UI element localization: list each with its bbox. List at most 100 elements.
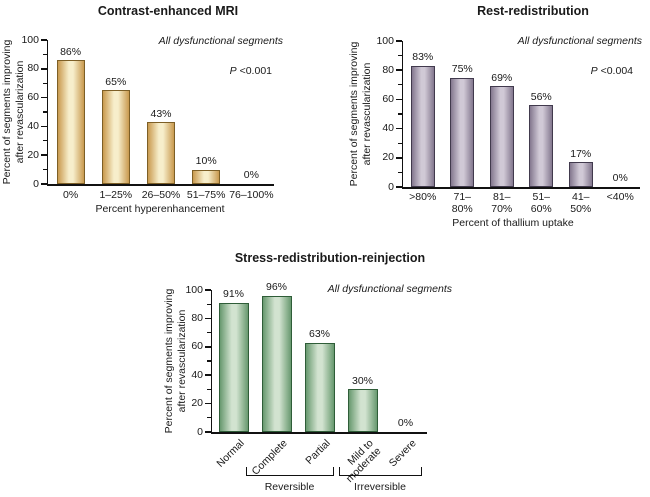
x-axis-line <box>46 184 274 186</box>
p-value: P <0.001 <box>142 65 272 77</box>
y-tick-label: 60 <box>382 92 394 105</box>
y-tick <box>396 157 402 159</box>
y-tick <box>396 127 402 130</box>
y-tick-label: 0 <box>388 180 394 193</box>
bar-value-label: 17% <box>570 147 592 160</box>
y-axis-label-line: Percent of segments improving <box>163 288 175 434</box>
y-axis-label-line: after revascularization <box>176 309 188 413</box>
bar <box>489 86 514 187</box>
x-category-label: 1–25% <box>99 189 133 201</box>
y-tick-label: 60 <box>191 340 203 353</box>
bar-value-label: 56% <box>530 90 552 103</box>
group-bracket <box>245 467 334 476</box>
x-category-line: 60% <box>530 203 552 215</box>
y-minor-tick <box>43 82 47 84</box>
chart-title: Contrast-enhanced MRI <box>97 4 239 18</box>
x-category-label: 51– 60% <box>511 191 571 215</box>
y-axis-line <box>46 40 48 186</box>
y-minor-tick <box>207 332 211 334</box>
x-category-label: 71– 80% <box>432 191 492 215</box>
y-tick <box>205 402 211 405</box>
y-tick <box>41 39 47 41</box>
y-tick <box>41 96 47 99</box>
bar-value-label: 69% <box>491 71 513 84</box>
annotation: All dysfunctional segments <box>327 283 452 295</box>
y-tick-label: 100 <box>21 33 39 46</box>
x-category-label: 0% <box>63 189 79 201</box>
bar-value-label: 63% <box>308 328 330 341</box>
y-minor-tick <box>398 113 402 115</box>
y-tick-label: 100 <box>376 34 394 47</box>
bar <box>568 162 593 187</box>
y-tick <box>205 289 211 291</box>
bar-value-label: 83% <box>412 51 434 64</box>
y-tick-label: 80 <box>27 62 39 75</box>
x-category-label: 81– 70% <box>472 191 532 215</box>
y-minor-tick <box>43 169 47 171</box>
y-tick-label: 100 <box>185 283 203 296</box>
p-value-number: <0.001 <box>236 65 272 77</box>
bar <box>218 302 249 432</box>
y-minor-tick <box>398 55 402 57</box>
bar-value-label: 10% <box>195 155 217 168</box>
y-tick-label: 20 <box>382 151 394 164</box>
y-tick-label: 40 <box>382 122 394 135</box>
y-axis-label: Percent of segments improving after revas… <box>163 276 189 446</box>
bar <box>304 342 335 432</box>
bar <box>147 122 175 184</box>
x-axis-label: Percent hyperenhancement <box>95 203 225 215</box>
y-tick <box>396 69 402 71</box>
x-category-line: 41– <box>571 191 590 203</box>
y-tick-label: 80 <box>382 63 394 76</box>
y-tick <box>41 154 47 156</box>
bar-value-label: 75% <box>451 63 473 75</box>
bar-value-label: 86% <box>60 45 82 58</box>
bar <box>261 295 292 432</box>
group-bracket <box>338 467 422 476</box>
y-tick <box>396 186 402 188</box>
bar-value-label: 91% <box>222 288 244 301</box>
bar <box>56 60 85 184</box>
y-tick-label: 20 <box>191 397 203 410</box>
group-bracket-label: Reversible <box>264 481 315 493</box>
y-minor-tick <box>43 111 47 113</box>
y-tick <box>396 40 402 42</box>
bar <box>101 90 130 184</box>
bar-value-label: 0% <box>397 416 414 429</box>
bar-value-label: 0% <box>243 168 259 181</box>
y-minor-tick <box>207 388 211 390</box>
y-tick-label: 0 <box>33 177 39 190</box>
y-tick <box>205 346 211 348</box>
y-minor-tick <box>43 140 47 142</box>
y-tick <box>41 125 47 128</box>
p-value-number: <0.004 <box>597 65 633 77</box>
y-tick-label: 80 <box>191 311 203 324</box>
x-category-label: 76–100% <box>229 189 274 201</box>
x-category-line: 51– <box>532 191 551 203</box>
bar-value-label: 30% <box>351 374 373 387</box>
annotation: All dysfunctional segments <box>517 35 642 47</box>
p-value-symbol: P <box>229 65 237 77</box>
y-minor-tick <box>207 360 211 362</box>
y-minor-tick <box>398 142 402 144</box>
bar <box>529 105 554 187</box>
bar <box>347 389 378 432</box>
x-axis-label: Percent of thallium uptake <box>452 217 574 229</box>
bar <box>450 77 475 187</box>
x-category-label: 26–50% <box>141 189 181 201</box>
bar-value-label: 0% <box>612 171 628 184</box>
p-value-symbol: P <box>590 65 598 77</box>
bar-value-label: 65% <box>105 75 127 88</box>
x-category-line: 70% <box>491 203 513 215</box>
bar-value-label: 43% <box>150 107 172 120</box>
y-tick <box>41 183 47 185</box>
y-tick <box>205 431 211 433</box>
x-category-line: 50% <box>570 203 592 215</box>
x-category-line: 71– <box>453 191 472 203</box>
x-category-label: 41– 50% <box>551 191 611 215</box>
x-category-label: 51–75% <box>186 189 226 201</box>
chart-title: Rest-redistribution <box>477 4 589 18</box>
